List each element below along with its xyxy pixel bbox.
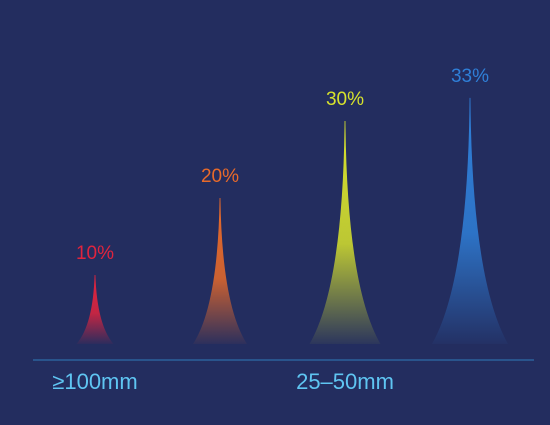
spike-bar-3 xyxy=(309,121,381,344)
value-label-2: 20% xyxy=(201,166,239,187)
x-tick-label-3: 25–50mm xyxy=(296,369,394,394)
spike-bar-1 xyxy=(76,275,114,344)
spike-series xyxy=(76,97,509,345)
value-label-1: 10% xyxy=(76,243,114,264)
value-label-3: 30% xyxy=(326,89,364,110)
spike-bar-4 xyxy=(431,97,509,345)
x-tick-labels: ≥100mm 25–50mm xyxy=(52,369,394,394)
x-tick-label-1: ≥100mm xyxy=(52,369,137,394)
spike-bar-2 xyxy=(193,198,247,344)
value-labels: 10% 20% 30% 33% xyxy=(76,66,489,264)
value-label-4: 33% xyxy=(451,66,489,87)
